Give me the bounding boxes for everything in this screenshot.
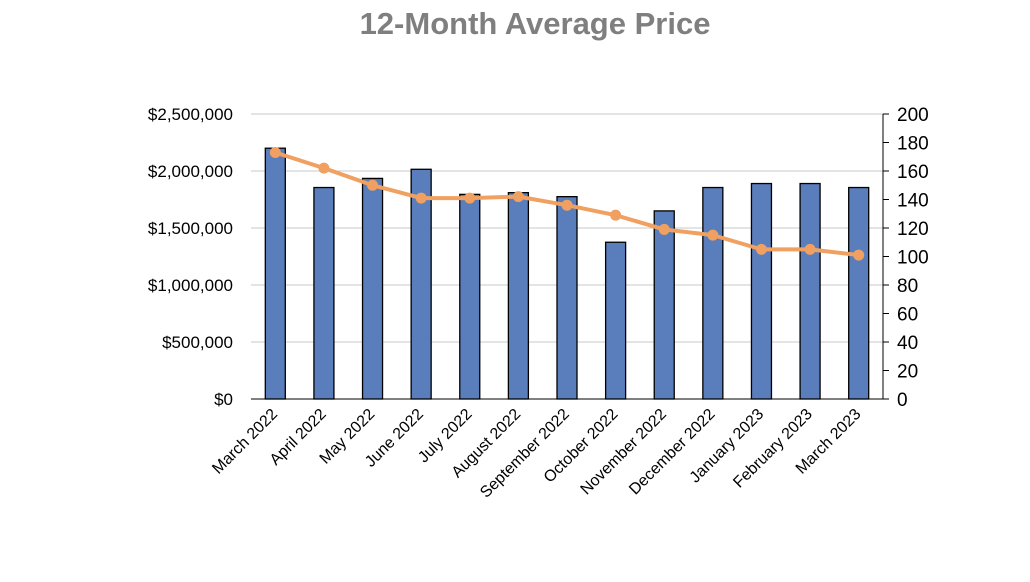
right-axis-ticks: 0 20 40 60 80 100 120 140 160 180 200 xyxy=(883,105,929,411)
bar xyxy=(361,177,384,400)
line-point xyxy=(853,249,865,261)
bar xyxy=(604,241,627,400)
bar xyxy=(799,182,821,400)
right-axis-tick-label: 100 xyxy=(897,248,929,269)
x-axis-tick-label: March 2022 xyxy=(209,406,281,478)
bar xyxy=(750,182,773,400)
line-point xyxy=(707,229,719,241)
right-axis-tick-label: 180 xyxy=(897,134,929,155)
left-axis-tick-label: $0 xyxy=(214,390,233,409)
bar-series xyxy=(264,147,870,400)
line-point xyxy=(269,146,281,158)
right-axis-tick-label: 80 xyxy=(897,276,918,297)
line-point xyxy=(658,223,670,235)
bar xyxy=(264,147,286,400)
right-axis-tick-label: 160 xyxy=(897,162,929,183)
line-point xyxy=(415,192,427,204)
right-axis-tick-label: 0 xyxy=(897,390,908,411)
left-axis-tick-label: $2,000,000 xyxy=(148,162,233,181)
line-point xyxy=(561,199,573,211)
bar xyxy=(702,186,724,400)
bar xyxy=(507,192,530,400)
line-point xyxy=(464,192,476,204)
left-axis-tick-label: $1,000,000 xyxy=(148,276,233,295)
line-series xyxy=(269,146,865,261)
line-point xyxy=(610,209,622,221)
x-axis-tick-label: December 2022 xyxy=(626,406,719,499)
x-axis-tick-label: November 2022 xyxy=(578,406,671,499)
line-point xyxy=(755,243,767,255)
left-axis-tick-label: $2,500,000 xyxy=(148,105,233,124)
right-axis-tick-label: 20 xyxy=(897,362,918,383)
right-axis-tick-label: 140 xyxy=(897,191,929,212)
left-axis-tick-label: $500,000 xyxy=(162,333,233,352)
bar xyxy=(653,210,675,400)
left-axis-tick-label: $1,500,000 xyxy=(148,219,233,238)
left-axis-ticks: $0 $500,000 $1,000,000 $1,500,000 $2,000,000… xyxy=(148,105,233,409)
right-axis-tick-label: 200 xyxy=(897,105,929,126)
bar xyxy=(459,193,481,400)
bar xyxy=(410,168,432,400)
line-point xyxy=(318,162,330,174)
bar xyxy=(848,186,870,400)
line-point xyxy=(804,243,816,255)
right-axis-tick-label: 120 xyxy=(897,219,929,240)
line-point xyxy=(367,179,379,191)
bar xyxy=(313,186,335,400)
right-axis-tick-label: 40 xyxy=(897,333,918,354)
line-point xyxy=(512,191,524,203)
bar xyxy=(556,195,578,400)
x-axis-tick-label: September 2022 xyxy=(477,406,573,502)
chart-title: 12-Month Average Price xyxy=(359,6,711,41)
right-axis-tick-label: 60 xyxy=(897,305,918,326)
